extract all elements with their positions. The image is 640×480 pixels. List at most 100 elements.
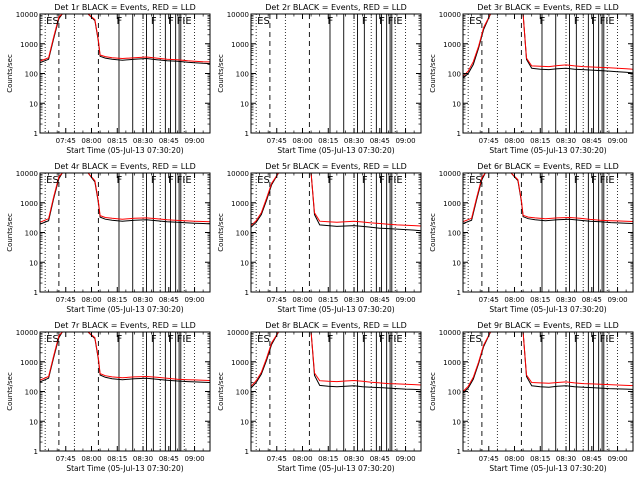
marker-label: F — [117, 175, 123, 186]
x-tick-label: 07:45 — [56, 455, 76, 463]
x-tick-label: 08:15 — [530, 455, 550, 463]
y-tick-label: 1000 — [443, 41, 461, 49]
y-axis-label: Counts/sec — [429, 54, 437, 93]
lld-series-line — [463, 14, 633, 77]
events-series-line — [251, 332, 421, 391]
marker-label: ES — [469, 334, 482, 345]
x-axis-label: Start Time (05-Jul-13 07:30:20) — [489, 146, 606, 155]
y-tick-label: 10 — [240, 259, 249, 267]
x-axis-label: Start Time (05-Jul-13 07:30:20) — [66, 464, 183, 473]
marker-label: F — [362, 16, 368, 27]
x-tick-label: 08:45 — [370, 455, 390, 463]
y-tick-label: 1000 — [443, 359, 461, 367]
x-tick-label: 08:00 — [81, 296, 101, 304]
x-axis-label: Start Time (05-Jul-13 07:30:20) — [277, 146, 394, 155]
marker-label: ES — [469, 16, 482, 27]
x-tick-label: 08:15 — [318, 455, 338, 463]
x-tick-label: 08:30 — [344, 137, 364, 145]
x-tick-label: 07:45 — [56, 137, 76, 145]
y-tick-label: 10000 — [227, 11, 249, 19]
y-tick-label: 1000 — [231, 200, 249, 208]
y-tick-label: 10 — [240, 100, 249, 108]
marker-label: F — [591, 16, 597, 27]
plot-frame — [462, 13, 634, 134]
marker-label: F — [574, 334, 580, 345]
marker-label: ES — [257, 334, 270, 345]
plot-frame — [39, 331, 211, 452]
y-axis-label: Counts/sec — [6, 54, 14, 93]
y-tick-label: 1 — [457, 130, 461, 138]
marker-label: F — [328, 16, 334, 27]
marker-label: F — [574, 16, 580, 27]
marker-label: ES — [257, 16, 270, 27]
y-tick-label: 10 — [240, 418, 249, 426]
x-tick-label: 08:15 — [318, 137, 338, 145]
panel-title: Det 1r BLACK = Events, RED = LLD — [54, 3, 196, 12]
marker-label: ES — [46, 16, 59, 27]
y-tick-label: 1000 — [443, 200, 461, 208]
panel-title: Det 3r BLACK = Events, RED = LLD — [477, 3, 619, 12]
y-axis-label: Counts/sec — [217, 372, 225, 411]
x-axis-label: Start Time (05-Jul-13 07:30:20) — [489, 464, 606, 473]
y-tick-label: 10000 — [439, 329, 461, 337]
marker-label: ES — [469, 175, 482, 186]
lld-series-line — [40, 173, 210, 223]
panel-title: Det 5r BLACK = Events, RED = LLD — [265, 162, 407, 171]
x-tick-label: 08:45 — [370, 296, 390, 304]
panel-title: Det 8r BLACK = Events, RED = LLD — [265, 321, 407, 330]
x-tick-label: 07:45 — [479, 455, 499, 463]
marker-label: FIE — [600, 334, 615, 345]
y-tick-label: 100 — [448, 389, 461, 397]
plot-frame — [462, 331, 634, 452]
y-tick-label: 1 — [245, 130, 249, 138]
trace-group — [251, 173, 421, 232]
x-tick-label: 08:30 — [556, 455, 576, 463]
marker-label: F — [168, 16, 174, 27]
x-axis-label: Start Time (05-Jul-13 07:30:20) — [277, 464, 394, 473]
lld-series-line — [40, 332, 210, 381]
marker-label: FIE — [600, 175, 615, 186]
marker-label: F — [379, 16, 385, 27]
y-axis-label: Counts/sec — [6, 213, 14, 252]
marker-label: ES — [46, 175, 59, 186]
x-tick-label: 09:00 — [607, 455, 627, 463]
y-tick-label: 10 — [29, 100, 38, 108]
marker-label: F — [540, 175, 546, 186]
y-tick-label: 10 — [452, 259, 461, 267]
x-tick-label: 08:15 — [107, 137, 127, 145]
marker-label: ES — [257, 175, 270, 186]
marker-label: F — [328, 334, 334, 345]
marker-label: FIE — [177, 16, 192, 27]
x-tick-label: 08:45 — [582, 296, 602, 304]
y-axis-label: Counts/sec — [429, 213, 437, 252]
plot-frame — [250, 13, 422, 134]
y-tick-label: 10 — [29, 259, 38, 267]
marker-label: F — [379, 334, 385, 345]
plot-frame — [39, 172, 211, 293]
panel-title: Det 7r BLACK = Events, RED = LLD — [54, 321, 196, 330]
marker-label: F — [151, 334, 157, 345]
y-tick-label: 1000 — [231, 41, 249, 49]
y-axis-label: Counts/sec — [429, 372, 437, 411]
trace-group — [463, 173, 633, 224]
marker-label: F — [362, 175, 368, 186]
y-tick-label: 1000 — [20, 200, 38, 208]
y-tick-label: 1 — [34, 130, 38, 138]
marker-label: F — [151, 16, 157, 27]
events-series-line — [251, 173, 421, 232]
marker-label: F — [362, 334, 368, 345]
trace-group — [463, 332, 633, 394]
x-tick-label: 08:45 — [159, 137, 179, 145]
y-tick-label: 100 — [236, 230, 249, 238]
x-tick-label: 09:00 — [395, 455, 415, 463]
x-tick-label: 09:00 — [184, 137, 204, 145]
x-tick-label: 08:00 — [292, 455, 312, 463]
marker-label: F — [117, 334, 123, 345]
lld-series-line — [251, 332, 421, 387]
marker-label: F — [574, 175, 580, 186]
